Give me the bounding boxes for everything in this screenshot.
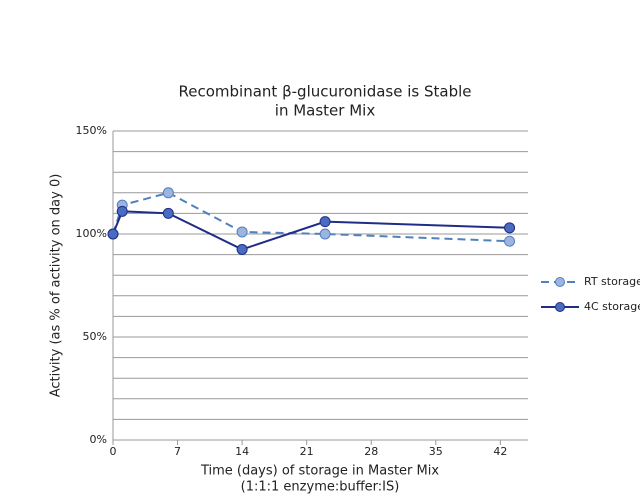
data-point (236, 243, 248, 255)
legend-label: 4C storage (584, 300, 640, 313)
data-point (319, 228, 331, 240)
chart-title: Recombinant β-glucuronidase is Stable (179, 83, 472, 101)
x-tick-label: 35 (429, 445, 443, 458)
data-point (319, 216, 331, 228)
data-point (162, 207, 174, 219)
x-tick-label: 14 (235, 445, 249, 458)
y-tick-label: 0% (90, 433, 107, 446)
series-line (112, 191, 510, 243)
data-point (236, 226, 248, 238)
x-tick-label: 42 (493, 445, 507, 458)
y-axis-label: Activity (as % of activity on day 0) (49, 174, 64, 398)
y-tick-label: 100% (76, 227, 107, 240)
data-point (116, 205, 128, 217)
x-axis-label: Time (days) of storage in Master Mix (200, 464, 439, 479)
y-tick-label: 150% (76, 124, 107, 137)
data-point (107, 228, 119, 240)
x-axis-label: (1:1:1 enzyme:buffer:IS) (241, 480, 400, 495)
x-tick-label: 0 (110, 445, 117, 458)
legend-marker (555, 277, 565, 287)
chart-title: in Master Mix (275, 102, 376, 120)
data-point (504, 222, 516, 234)
data-point (504, 235, 516, 247)
data-point (162, 187, 174, 199)
y-tick-label: 50% (83, 330, 107, 343)
x-tick-label: 7 (174, 445, 181, 458)
series-line (112, 210, 510, 251)
x-tick-label: 28 (364, 445, 378, 458)
legend-label: RT storage (584, 275, 640, 288)
x-tick-label: 21 (300, 445, 314, 458)
legend-marker (555, 302, 565, 312)
